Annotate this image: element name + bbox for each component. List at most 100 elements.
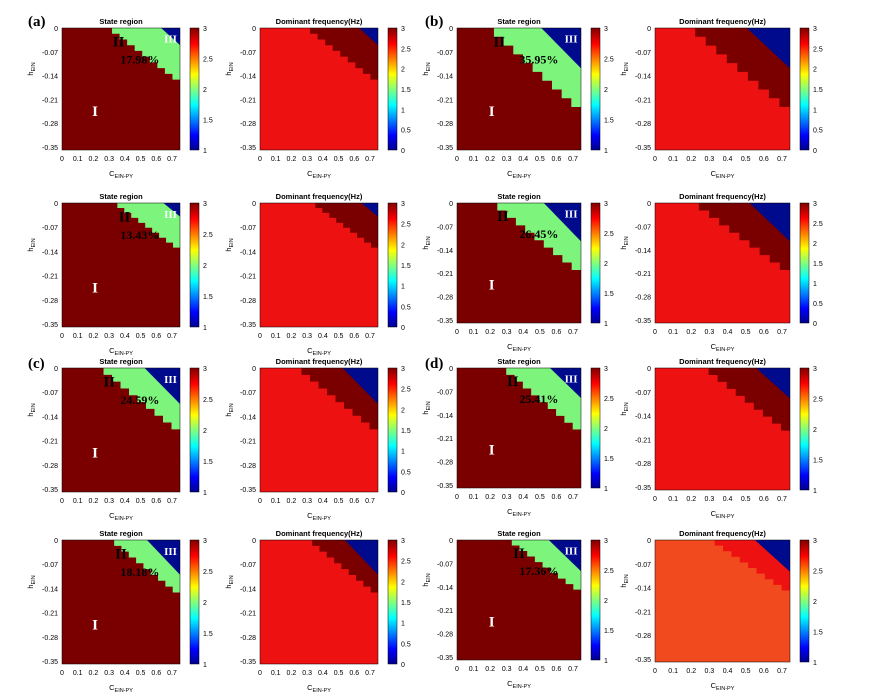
colorbar-tick-label: 2.5	[813, 397, 823, 404]
y-tick-label: -0.21	[42, 611, 58, 618]
x-tick-label: 0.2	[686, 156, 696, 163]
region-II	[110, 203, 180, 253]
y-tick-label: -0.28	[437, 121, 453, 128]
x-axis-label: CEIN-PY	[507, 169, 531, 180]
y-tick-label: -0.14	[42, 414, 58, 421]
x-tick-label: 0.1	[469, 494, 479, 501]
x-axis-label: CEIN-PY	[307, 169, 331, 180]
y-tick-label: -0.07	[240, 390, 256, 397]
colorbar-tick-label: 0	[401, 325, 405, 332]
region-label-II: II	[493, 34, 505, 50]
y-tick-label: -0.35	[240, 322, 256, 329]
panel-9: Dominant frequency(Hz) 0 0.1 0.2 0.3 0.4 0.5 0.…	[224, 357, 411, 522]
colorbar-tick-label: 0	[401, 662, 405, 669]
plot-border	[456, 27, 582, 151]
y-tick-label: -0.21	[42, 97, 58, 104]
y-tick-label: -0.35	[437, 318, 453, 325]
panel-8: State region 0 0.1 0.2 0.3 0.4 0.5 0.6 0.7 0 -0.07…	[26, 357, 213, 522]
x-tick-label: 0.4	[120, 333, 130, 340]
region-label-I: I	[92, 280, 98, 296]
colorbar-tick-label: 2.5	[604, 231, 614, 238]
colorbar-tick-label: 1	[203, 662, 207, 669]
x-tick-label: 0.3	[502, 156, 512, 163]
x-tick-label: 0.5	[741, 668, 751, 675]
y-tick-label: 0	[252, 201, 256, 208]
x-axis-label: CEIN-PY	[109, 683, 133, 694]
y-tick-label: -0.35	[635, 657, 651, 664]
y-tick-label: 0	[54, 26, 58, 33]
x-tick-label: 0.3	[705, 156, 715, 163]
colorbar	[799, 202, 810, 324]
region-label-III: III	[565, 208, 578, 220]
colorbar-tick-label: 2.5	[401, 559, 411, 566]
y-tick-label: -0.35	[437, 483, 453, 490]
x-tick-label: 0.5	[136, 498, 146, 505]
x-tick-label: 0.4	[518, 494, 528, 501]
x-tick-label: 0.7	[777, 329, 787, 336]
y-axis-label: hEIN	[224, 575, 235, 588]
y-tick-label: -0.14	[635, 414, 651, 421]
colorbar-tick-label: 2.5	[813, 569, 823, 576]
freq-band	[293, 368, 378, 437]
plot-border	[259, 202, 379, 328]
colorbar-tick-label: 3	[813, 201, 817, 208]
colorbar-tick-label: 1.5	[813, 261, 823, 268]
y-axis-label: hEIN	[421, 62, 432, 75]
panel-2: State region 0 0.1 0.2 0.3 0.4 0.5 0.6 0.7 0 -0.07…	[421, 17, 614, 180]
panel-7: Dominant frequency(Hz) 0 0.1 0.2 0.3 0.4 0.5 0.…	[619, 192, 823, 353]
y-tick-label: -0.14	[240, 249, 256, 256]
y-tick-label: -0.14	[240, 74, 256, 81]
plot-border	[654, 202, 791, 324]
x-tick-label: 0.5	[136, 670, 146, 677]
y-tick-label: -0.21	[42, 274, 58, 281]
plot-border	[456, 539, 582, 661]
colorbar-tick-label: 2.5	[604, 396, 614, 403]
x-tick-label: 0.6	[349, 156, 359, 163]
colorbar-tick-label: 2.5	[604, 568, 614, 575]
region-II	[95, 368, 180, 437]
region-label-III: III	[164, 209, 177, 221]
colorbar-tick-label: 1.5	[401, 600, 411, 607]
freq-band	[699, 368, 790, 438]
y-tick-label: 0	[647, 366, 651, 373]
panel-label-b: (b)	[425, 14, 444, 30]
x-tick-label: 0.2	[686, 668, 696, 675]
colorbar-tick-label: 0.5	[401, 641, 411, 648]
colorbar-tick-label: 2	[401, 407, 405, 414]
x-tick-label: 0.4	[120, 498, 130, 505]
x-tick-label: 0.5	[535, 156, 545, 163]
x-tick-label: 0.3	[705, 329, 715, 336]
x-tick-label: 0.6	[759, 668, 769, 675]
x-tick-label: 0.3	[104, 333, 114, 340]
x-tick-label: 0.4	[723, 329, 733, 336]
colorbar-tick-label: 3	[203, 26, 207, 33]
y-tick-label: -0.35	[42, 145, 58, 152]
colorbar-tick-label: 0.5	[401, 469, 411, 476]
y-tick-label: -0.35	[240, 659, 256, 666]
region-label-I: I	[92, 445, 98, 461]
y-tick-label: -0.35	[240, 487, 256, 494]
x-tick-label: 0.6	[349, 498, 359, 505]
y-tick-label: -0.07	[42, 225, 58, 232]
y-tick-label: -0.07	[42, 390, 58, 397]
x-tick-label: 0	[60, 498, 64, 505]
y-axis-label: hEIN	[26, 403, 37, 416]
x-tick-label: 0.3	[705, 496, 715, 503]
colorbar-tick-label: 1.5	[203, 631, 213, 638]
freq-region-blue	[344, 540, 378, 575]
y-tick-label: -0.07	[437, 224, 453, 231]
x-tick-label: 0.7	[568, 329, 578, 336]
x-tick-label: 0.1	[271, 498, 281, 505]
x-tick-label: 0.1	[668, 496, 678, 503]
x-tick-label: 0.6	[151, 156, 161, 163]
x-tick-label: 0.7	[365, 670, 375, 677]
x-axis-label: CEIN-PY	[507, 679, 531, 690]
colorbar-tick-label: 2.5	[401, 387, 411, 394]
colorbar-tick-label: 0.5	[401, 304, 411, 311]
colorbar-tick-label: 2.5	[203, 57, 213, 64]
region-label-III: III	[164, 34, 177, 46]
colorbar-tick-label: 3	[401, 201, 405, 208]
x-tick-label: 0	[258, 670, 262, 677]
plot-border	[259, 367, 379, 493]
panel-title: State region	[99, 192, 143, 201]
